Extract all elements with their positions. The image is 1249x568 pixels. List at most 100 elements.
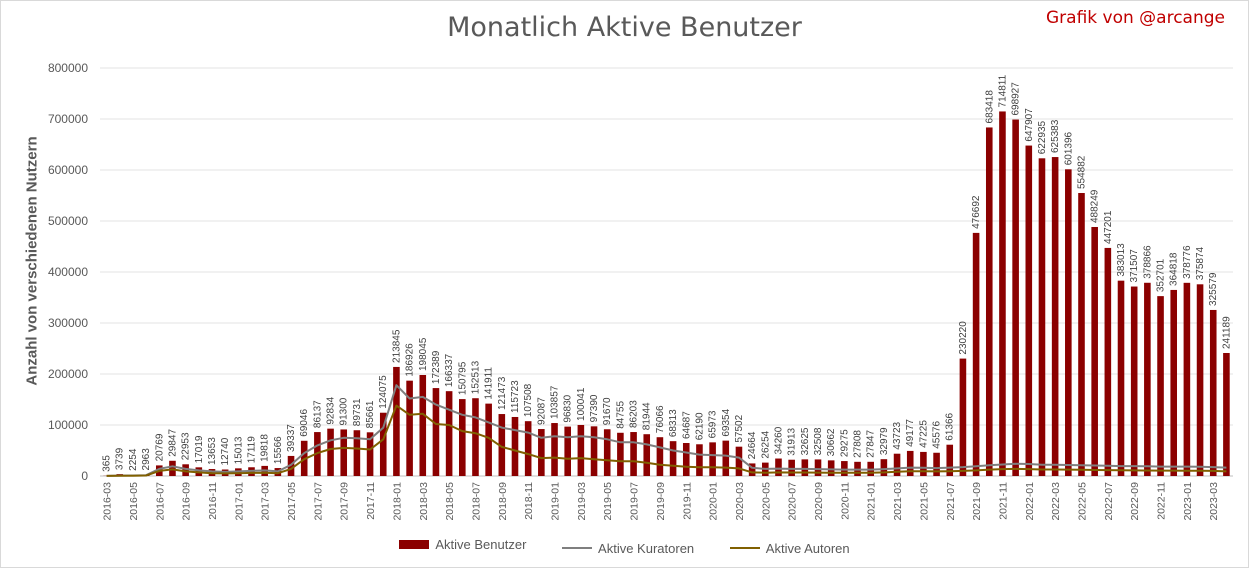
legend-swatch-bar xyxy=(399,540,430,549)
data-label: 365 xyxy=(102,455,113,472)
data-label: 24664 xyxy=(747,431,758,459)
data-label: 3739 xyxy=(115,447,126,470)
bar xyxy=(340,429,348,476)
x-tick-label: 2020-05 xyxy=(760,482,772,521)
data-label: 488249 xyxy=(1090,189,1101,223)
x-axis-ticks: 2016-03 2016-05 2016-07 2016-09 2016-11 2017-… xyxy=(102,482,1221,521)
x-tick-label: 2021-03 xyxy=(892,482,904,521)
data-label: 107508 xyxy=(523,383,534,417)
bar xyxy=(1196,284,1204,476)
bar xyxy=(1144,282,1151,476)
data-label: 30662 xyxy=(826,428,837,456)
data-label: 100041 xyxy=(576,387,587,421)
data-label: 76066 xyxy=(655,405,666,433)
bar xyxy=(1209,309,1217,476)
x-tick-label: 2018-09 xyxy=(497,482,509,521)
bar xyxy=(682,443,690,476)
chart-legend: Aktive Benutzer Aktive Kuratoren Aktive … xyxy=(0,537,1249,556)
bar xyxy=(1025,145,1033,476)
y-tick-label: 100000 xyxy=(48,418,88,432)
data-label: 32625 xyxy=(800,427,811,455)
data-label: 47225 xyxy=(918,420,929,448)
data-label: 27808 xyxy=(853,430,864,458)
bar xyxy=(775,458,782,476)
y-tick-label: 400000 xyxy=(48,265,88,279)
data-label: 15013 xyxy=(233,436,244,464)
bar xyxy=(1130,286,1138,476)
bar xyxy=(1038,158,1046,476)
x-tick-label: 2019-03 xyxy=(576,482,588,521)
x-tick-label: 2022-01 xyxy=(1024,482,1036,521)
bar xyxy=(801,459,809,476)
data-label: 325579 xyxy=(1208,272,1219,306)
bar xyxy=(564,426,571,476)
bar xyxy=(630,432,637,476)
bar xyxy=(814,459,822,476)
y-tick-label: 700000 xyxy=(48,112,88,126)
data-label: 15566 xyxy=(273,436,284,464)
data-label: 29847 xyxy=(167,429,178,457)
data-label: 32508 xyxy=(813,427,824,455)
data-label: 34260 xyxy=(773,426,784,454)
bar xyxy=(1065,169,1072,477)
legend-label: Aktive Benutzer xyxy=(435,537,527,552)
bar xyxy=(577,424,585,476)
series-line-aktive-autoren xyxy=(106,404,1227,477)
y-tick-label: 500000 xyxy=(48,214,88,228)
data-label: 39337 xyxy=(286,424,297,452)
bar xyxy=(551,423,558,476)
data-label: 230220 xyxy=(958,321,969,355)
x-tick-label: 2023-01 xyxy=(1182,482,1194,521)
bar xyxy=(419,374,427,476)
x-tick-label: 2020-11 xyxy=(839,482,851,520)
bar xyxy=(696,444,703,476)
data-label: 49177 xyxy=(905,419,916,447)
y-tick-label: 800000 xyxy=(48,61,88,75)
x-tick-label: 2021-09 xyxy=(971,482,983,521)
data-label: 622935 xyxy=(1037,120,1048,154)
x-tick-label: 2019-05 xyxy=(602,482,614,521)
data-label: 91670 xyxy=(602,397,613,425)
data-label: 69046 xyxy=(299,409,310,437)
bar xyxy=(827,460,835,476)
x-tick-label: 2020-01 xyxy=(708,482,720,521)
data-label: 89731 xyxy=(352,398,363,426)
data-label: 698927 xyxy=(1011,82,1022,116)
data-label: 64687 xyxy=(681,411,692,439)
data-label: 172389 xyxy=(431,350,442,384)
data-label: 625383 xyxy=(1050,119,1061,153)
legend-label: Aktive Kuratoren xyxy=(598,540,695,556)
data-label: 554882 xyxy=(1076,155,1087,189)
bar xyxy=(643,434,651,476)
x-tick-label: 2019-11 xyxy=(681,482,693,520)
y-axis-ticks: 0 100000 200000 300000 400000 500000 600000 700… xyxy=(48,61,88,483)
x-tick-label: 2019-01 xyxy=(550,482,562,521)
x-tick-label: 2017-11 xyxy=(365,482,377,520)
data-label: 17119 xyxy=(247,436,258,464)
data-label: 371507 xyxy=(1129,249,1140,283)
data-label: 43723 xyxy=(892,421,903,449)
data-label: 62190 xyxy=(694,412,705,440)
x-tick-label: 2022-09 xyxy=(1129,482,1141,521)
data-label: 45576 xyxy=(932,421,943,449)
bar xyxy=(1078,193,1085,476)
x-tick-label: 2016-07 xyxy=(154,482,166,521)
legend-swatch-line xyxy=(562,547,593,549)
x-tick-label: 2017-09 xyxy=(339,482,351,521)
data-label: 2254 xyxy=(128,448,139,471)
bar xyxy=(893,453,901,476)
x-tick-label: 2019-07 xyxy=(629,482,641,521)
bar xyxy=(1091,226,1098,476)
bar xyxy=(656,437,664,476)
legend-item-aktive-kuratoren: Aktive Kuratoren xyxy=(562,541,694,556)
data-label: 2963 xyxy=(141,448,152,471)
data-label: 364818 xyxy=(1169,252,1180,286)
x-tick-label: 2020-09 xyxy=(813,482,825,521)
bar xyxy=(933,452,940,476)
data-label: 714811 xyxy=(997,74,1008,107)
bar xyxy=(366,432,374,476)
data-label: 198045 xyxy=(418,337,429,371)
x-tick-label: 2016-11 xyxy=(207,482,219,520)
legend-label: Aktive Autoren xyxy=(765,540,850,556)
